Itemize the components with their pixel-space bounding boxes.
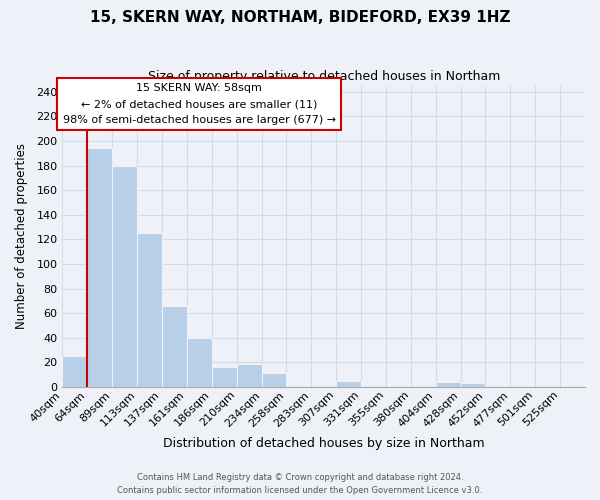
Bar	[336, 381, 361, 387]
Bar	[187, 338, 212, 387]
Bar	[137, 233, 162, 387]
Title: Size of property relative to detached houses in Northam: Size of property relative to detached ho…	[148, 70, 500, 83]
Bar	[461, 383, 485, 387]
Bar	[236, 364, 262, 387]
Bar	[212, 367, 236, 387]
X-axis label: Distribution of detached houses by size in Northam: Distribution of detached houses by size …	[163, 437, 485, 450]
Bar	[162, 306, 187, 387]
Text: Contains HM Land Registry data © Crown copyright and database right 2024.
Contai: Contains HM Land Registry data © Crown c…	[118, 474, 482, 495]
Bar	[436, 382, 461, 387]
Y-axis label: Number of detached properties: Number of detached properties	[15, 143, 28, 329]
Bar	[62, 356, 88, 387]
Bar	[262, 374, 286, 387]
Text: 15, SKERN WAY, NORTHAM, BIDEFORD, EX39 1HZ: 15, SKERN WAY, NORTHAM, BIDEFORD, EX39 1…	[90, 10, 510, 25]
Text: 15 SKERN WAY: 58sqm
← 2% of detached houses are smaller (11)
98% of semi-detache: 15 SKERN WAY: 58sqm ← 2% of detached hou…	[63, 84, 336, 124]
Bar	[112, 166, 137, 387]
Bar	[88, 148, 112, 387]
